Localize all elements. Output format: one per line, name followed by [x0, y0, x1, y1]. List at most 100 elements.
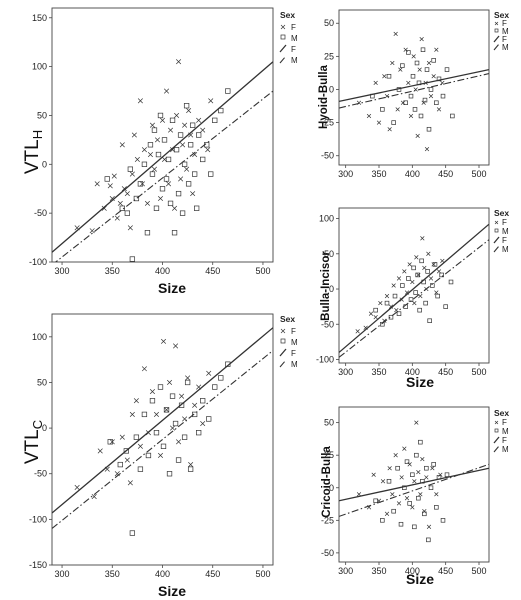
point-f	[176, 59, 182, 65]
point-m	[444, 472, 450, 477]
point-f	[428, 276, 434, 281]
ylabel-vtlh: VTLH	[22, 130, 45, 174]
point-f	[165, 181, 172, 187]
point-m	[434, 100, 439, 105]
point-m	[443, 304, 448, 309]
point-m	[431, 462, 436, 467]
point-m	[403, 100, 408, 105]
point-f	[388, 304, 394, 309]
point-f	[74, 484, 80, 490]
x-tick-label: 350	[371, 367, 386, 377]
fit-line-m	[339, 239, 489, 358]
point-m	[373, 498, 378, 504]
plot-bulla: 300 350 400 450 500 -100 -50 0 50 100	[316, 207, 490, 377]
y-tick-label: 100	[319, 214, 334, 224]
point-f	[434, 492, 439, 497]
x-tick-label: 350	[371, 566, 386, 576]
y-tick-label: -50	[321, 319, 334, 329]
point-m	[166, 471, 173, 477]
point-m	[440, 93, 446, 99]
point-m	[407, 501, 412, 506]
point-f	[407, 262, 412, 267]
panel-hyoid: Hyoid-Bulla Sex F M F M	[318, 10, 509, 129]
point-m	[200, 156, 206, 163]
point-f	[426, 251, 431, 256]
point-m	[424, 67, 430, 72]
point-f	[420, 236, 425, 241]
point-f	[412, 479, 417, 484]
point-f	[205, 147, 211, 153]
point-f	[200, 420, 206, 427]
legend-fit-f	[279, 348, 287, 357]
legend-label: M	[502, 27, 509, 36]
plot-content	[52, 327, 273, 536]
point-m	[172, 420, 179, 427]
plot-frame	[338, 406, 490, 563]
fit-line-m	[54, 90, 273, 262]
y-tick-label: -50	[321, 151, 334, 161]
point-m	[129, 256, 136, 262]
point-f	[178, 176, 184, 182]
point-f	[153, 411, 160, 417]
point-m	[411, 265, 416, 271]
point-m	[161, 137, 168, 143]
point-f	[422, 265, 427, 271]
point-f	[109, 195, 115, 202]
point-m	[400, 283, 405, 288]
legend-label: F	[502, 236, 507, 245]
point-f	[94, 181, 100, 187]
point-m	[439, 272, 444, 278]
legend-title: Sex	[494, 10, 509, 20]
point-f	[434, 290, 439, 295]
point-m	[440, 518, 446, 523]
point-f	[410, 505, 415, 510]
legend-title: Sex	[280, 314, 295, 324]
point-m	[218, 375, 224, 381]
y-tick-label: -100	[29, 514, 47, 524]
point-m	[432, 262, 438, 267]
point-f	[131, 132, 137, 138]
point-m	[388, 314, 394, 320]
fit-line-f	[339, 467, 489, 502]
point-m	[137, 181, 144, 187]
y-tick-label: -150	[29, 560, 47, 570]
point-m	[384, 300, 390, 306]
legend-marker-f	[280, 24, 286, 30]
x-tick-label: 400	[405, 169, 420, 179]
point-f	[418, 293, 423, 299]
point-f	[179, 393, 185, 399]
y-tick-label: -50	[34, 208, 47, 218]
point-f	[391, 283, 396, 288]
point-f	[395, 107, 400, 112]
point-m	[133, 195, 140, 202]
point-f	[411, 54, 416, 59]
point-f	[196, 117, 202, 123]
point-f	[192, 402, 198, 408]
x-tick-label: 500	[471, 169, 486, 179]
point-f	[149, 122, 156, 128]
point-f	[403, 47, 408, 52]
point-f	[107, 183, 113, 189]
point-f	[400, 100, 406, 105]
x-tick-label: 500	[471, 367, 486, 377]
point-m	[208, 171, 214, 177]
point-m	[412, 107, 418, 112]
point-m	[191, 411, 198, 418]
point-m	[386, 478, 392, 484]
point-f	[399, 475, 404, 480]
point-m	[392, 293, 398, 299]
plot-content	[339, 420, 489, 543]
point-m	[149, 171, 156, 177]
point-m	[104, 176, 110, 182]
legend-marker-m	[280, 34, 286, 40]
point-m	[124, 210, 130, 216]
legend-label: M	[502, 445, 509, 454]
point-f	[129, 411, 135, 417]
point-m	[151, 127, 158, 133]
legend-label: M	[502, 227, 509, 236]
x-tick-label: 300	[338, 169, 353, 179]
point-m	[167, 200, 174, 207]
point-f	[149, 389, 156, 395]
point-f	[440, 258, 445, 263]
